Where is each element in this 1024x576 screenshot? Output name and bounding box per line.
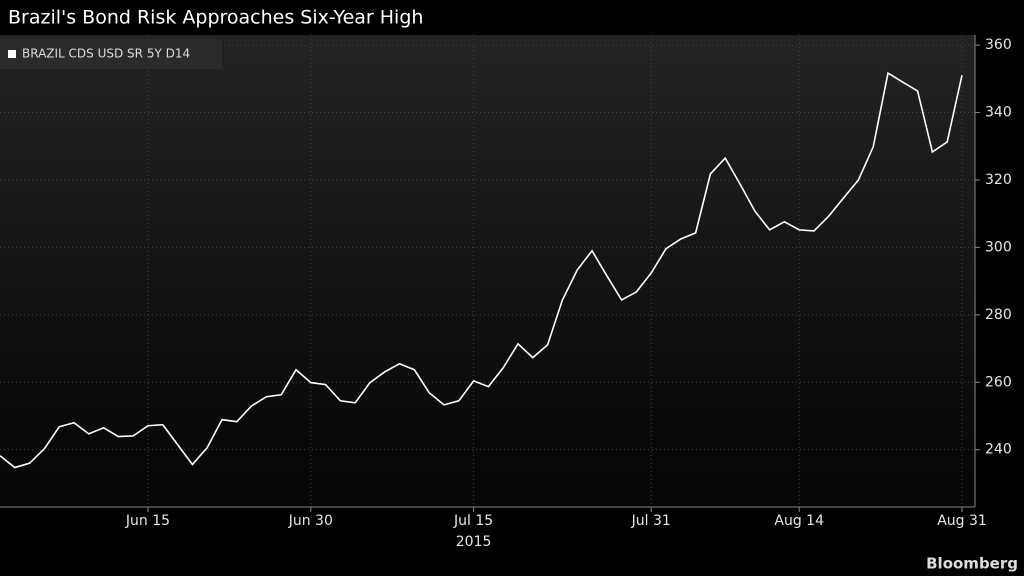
y-tick-label: 260 xyxy=(985,374,1012,390)
y-tick-label: 320 xyxy=(985,172,1012,188)
x-tick-label: Jun 15 xyxy=(125,513,170,529)
source-logo: Bloomberg xyxy=(926,555,1018,573)
y-tick-label: 360 xyxy=(985,37,1012,53)
y-tick-label: 340 xyxy=(985,105,1012,121)
legend-swatch xyxy=(8,50,16,58)
x-tick-label: Aug 31 xyxy=(937,513,987,529)
chart-title: Brazil's Bond Risk Approaches Six-Year H… xyxy=(8,7,423,29)
y-tick-label: 280 xyxy=(985,307,1012,323)
x-axis-label: 2015 xyxy=(456,534,492,550)
line-series xyxy=(0,71,963,469)
y-tick-label: 240 xyxy=(985,442,1012,458)
legend-box xyxy=(0,39,222,69)
y-tick-label: 300 xyxy=(985,239,1012,255)
plot-area xyxy=(0,35,975,507)
legend-label: BRAZIL CDS USD SR 5Y D14 xyxy=(22,47,190,61)
x-tick-label: Jul 31 xyxy=(631,513,671,529)
x-tick-label: Aug 14 xyxy=(774,513,824,529)
x-tick-label: Jul 15 xyxy=(453,513,493,529)
x-tick-label: Jun 30 xyxy=(288,513,333,529)
